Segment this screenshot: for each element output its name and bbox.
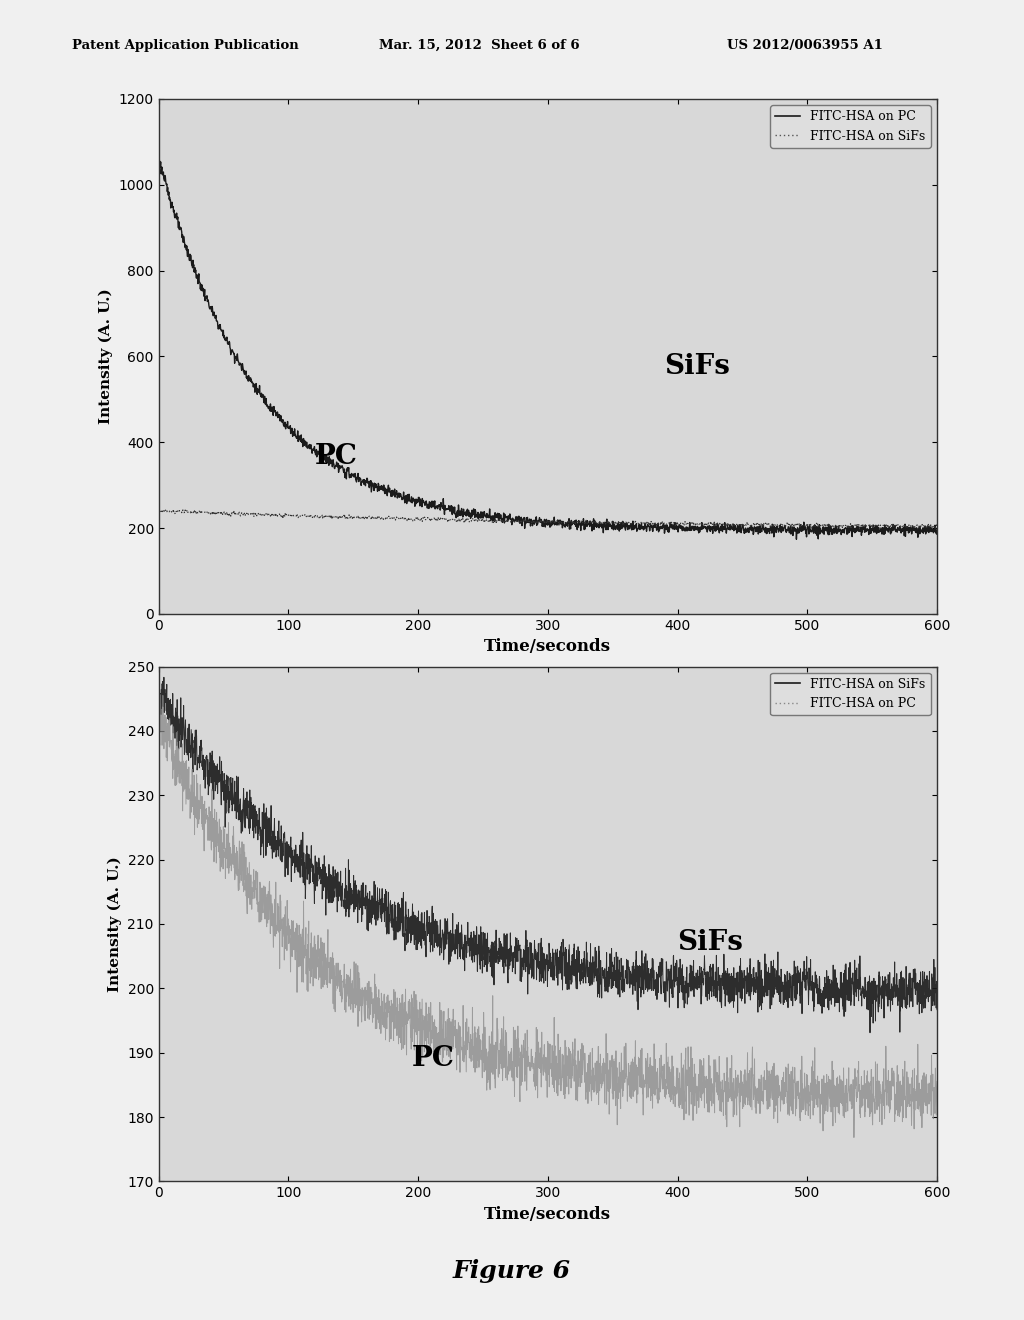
FITC-HSA on SiFs — [193, 504, 205, 520]
FITC-HSA on PC — [288, 931, 300, 946]
FITC-HSA on SiFs — [931, 519, 943, 535]
FITC-HSA on SiFs — [153, 690, 165, 706]
FITC-HSA on PC — [485, 1064, 498, 1080]
Line: FITC-HSA on SiFs: FITC-HSA on SiFs — [159, 510, 937, 528]
FITC-HSA on SiFs — [908, 519, 921, 535]
FITC-HSA on PC — [848, 1130, 860, 1146]
FITC-HSA on SiFs — [766, 517, 778, 533]
FITC-HSA on PC — [153, 694, 165, 710]
FITC-HSA on PC — [242, 890, 254, 906]
FITC-HSA on SiFs — [242, 800, 254, 816]
FITC-HSA on SiFs — [916, 977, 929, 993]
FITC-HSA on SiFs — [288, 851, 300, 867]
FITC-HSA on SiFs — [153, 504, 165, 520]
FITC-HSA on PC — [908, 521, 921, 537]
Text: Figure 6: Figure 6 — [453, 1259, 571, 1283]
Text: PC: PC — [314, 442, 357, 470]
Text: US 2012/0063955 A1: US 2012/0063955 A1 — [727, 38, 883, 51]
FITC-HSA on SiFs — [874, 520, 887, 536]
FITC-HSA on SiFs — [485, 937, 498, 953]
FITC-HSA on SiFs — [531, 513, 544, 529]
Line: FITC-HSA on PC: FITC-HSA on PC — [159, 158, 937, 540]
FITC-HSA on SiFs — [160, 502, 172, 517]
FITC-HSA on PC — [831, 1089, 844, 1105]
Text: SiFs: SiFs — [678, 929, 743, 956]
Y-axis label: Intensity (A. U.): Intensity (A. U.) — [108, 857, 122, 991]
Line: FITC-HSA on PC: FITC-HSA on PC — [159, 694, 937, 1138]
FITC-HSA on PC — [155, 686, 167, 702]
X-axis label: Time/seconds: Time/seconds — [484, 638, 611, 655]
Text: Mar. 15, 2012  Sheet 6 of 6: Mar. 15, 2012 Sheet 6 of 6 — [379, 38, 580, 51]
Line: FITC-HSA on SiFs: FITC-HSA on SiFs — [159, 677, 937, 1032]
X-axis label: Time/seconds: Time/seconds — [484, 1205, 611, 1222]
FITC-HSA on PC — [916, 1089, 929, 1105]
FITC-HSA on SiFs — [864, 1024, 877, 1040]
FITC-HSA on SiFs — [158, 669, 170, 685]
FITC-HSA on PC — [931, 1073, 943, 1089]
FITC-HSA on PC — [909, 521, 922, 537]
FITC-HSA on SiFs — [511, 513, 523, 529]
FITC-HSA on PC — [193, 265, 205, 281]
FITC-HSA on PC — [531, 516, 544, 532]
FITC-HSA on SiFs — [452, 945, 464, 961]
FITC-HSA on PC — [931, 521, 943, 537]
FITC-HSA on PC — [511, 511, 523, 527]
Legend: FITC-HSA on PC, FITC-HSA on SiFs: FITC-HSA on PC, FITC-HSA on SiFs — [770, 106, 931, 148]
Legend: FITC-HSA on SiFs, FITC-HSA on PC: FITC-HSA on SiFs, FITC-HSA on PC — [770, 673, 931, 715]
Text: PC: PC — [412, 1044, 455, 1072]
FITC-HSA on SiFs — [831, 979, 844, 995]
FITC-HSA on PC — [766, 525, 778, 541]
Y-axis label: Intensity (A. U.): Intensity (A. U.) — [98, 289, 114, 424]
FITC-HSA on SiFs — [909, 519, 922, 535]
FITC-HSA on PC — [791, 532, 803, 548]
FITC-HSA on PC — [153, 150, 165, 166]
Text: Patent Application Publication: Patent Application Publication — [72, 38, 298, 51]
FITC-HSA on SiFs — [931, 1002, 943, 1018]
FITC-HSA on PC — [452, 1039, 464, 1055]
Text: SiFs: SiFs — [665, 352, 730, 380]
FITC-HSA on PC — [153, 154, 165, 170]
